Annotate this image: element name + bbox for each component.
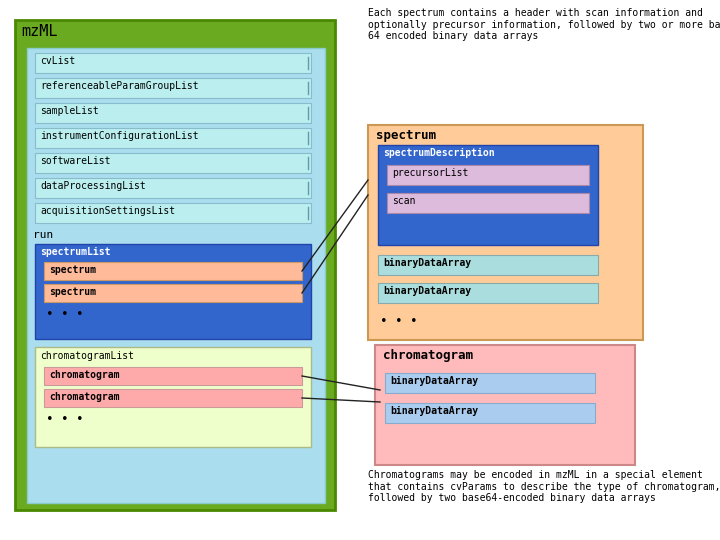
Text: softwareList: softwareList — [40, 156, 110, 166]
Bar — [35, 244, 311, 339]
Text: binaryDataArray: binaryDataArray — [383, 286, 471, 296]
Text: binaryDataArray: binaryDataArray — [390, 376, 478, 386]
Text: • • •: • • • — [380, 315, 418, 328]
Bar — [35, 153, 311, 173]
Bar — [35, 178, 311, 198]
Text: • • •: • • • — [46, 308, 84, 321]
Text: chromatogram: chromatogram — [383, 349, 473, 362]
Text: spectrumDescription: spectrumDescription — [383, 148, 495, 158]
Text: spectrum: spectrum — [49, 287, 96, 297]
Bar — [385, 373, 595, 393]
Text: mzML: mzML — [21, 24, 58, 39]
Bar — [27, 48, 325, 503]
Bar — [378, 255, 598, 275]
Bar — [375, 345, 635, 465]
Text: acquisitionSettingsList: acquisitionSettingsList — [40, 206, 175, 216]
Bar — [368, 125, 643, 340]
Bar — [387, 165, 589, 185]
Text: sampleList: sampleList — [40, 106, 99, 116]
Bar — [378, 283, 598, 303]
Text: spectrumList: spectrumList — [40, 247, 110, 257]
Text: precursorList: precursorList — [392, 168, 469, 178]
Text: run: run — [33, 230, 53, 240]
Bar — [378, 145, 598, 245]
Bar — [385, 403, 595, 423]
Bar — [44, 389, 302, 407]
Bar — [44, 367, 302, 385]
Text: chromatogramList: chromatogramList — [40, 351, 134, 361]
Bar — [44, 262, 302, 280]
Bar — [35, 53, 311, 73]
Text: chromatogram: chromatogram — [49, 370, 120, 380]
Text: instrumentConfigurationList: instrumentConfigurationList — [40, 131, 199, 141]
Text: • • •: • • • — [46, 413, 84, 426]
Bar — [44, 284, 302, 302]
Bar — [15, 20, 335, 510]
Text: Chromatograms may be encoded in mzML in a special element
that contains cvParams: Chromatograms may be encoded in mzML in … — [368, 470, 720, 503]
Text: cvList: cvList — [40, 56, 76, 66]
Bar — [35, 203, 311, 223]
Text: chromatogram: chromatogram — [49, 392, 120, 402]
Bar — [35, 128, 311, 148]
Bar — [35, 78, 311, 98]
Text: dataProcessingList: dataProcessingList — [40, 181, 145, 191]
Text: spectrum: spectrum — [376, 129, 436, 142]
Text: Each spectrum contains a header with scan information and
optionally precursor i: Each spectrum contains a header with sca… — [368, 8, 720, 41]
Text: referenceableParamGroupList: referenceableParamGroupList — [40, 81, 199, 91]
Text: spectrum: spectrum — [49, 265, 96, 275]
Text: binaryDataArray: binaryDataArray — [383, 258, 471, 268]
Text: scan: scan — [392, 196, 415, 206]
Text: binaryDataArray: binaryDataArray — [390, 406, 478, 416]
Bar — [35, 347, 311, 447]
Bar — [387, 193, 589, 213]
Bar — [35, 103, 311, 123]
